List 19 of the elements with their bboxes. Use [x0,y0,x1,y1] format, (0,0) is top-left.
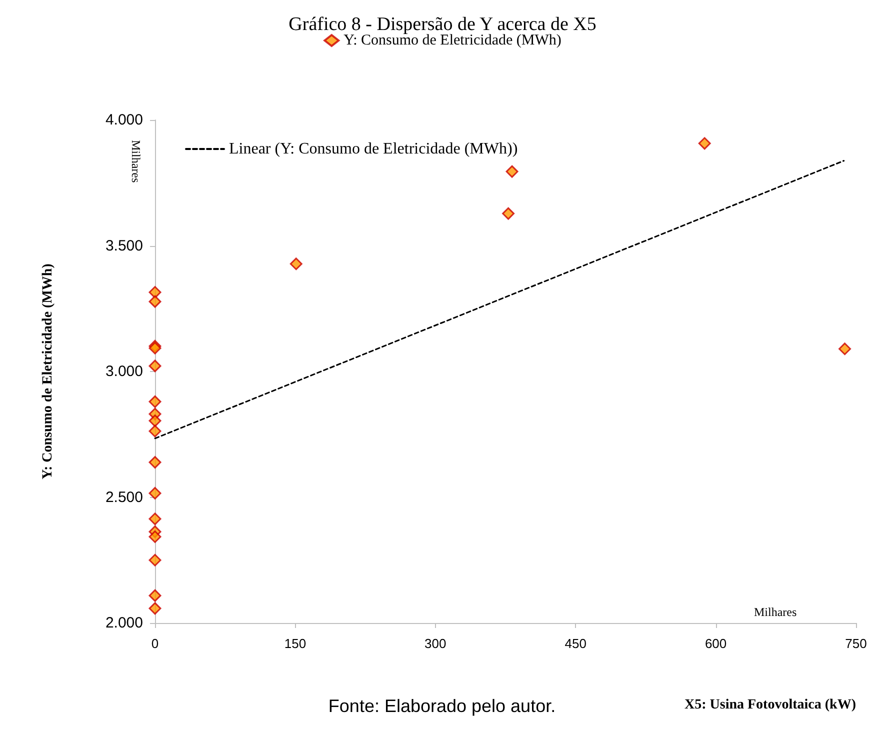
source-note: Fonte: Elaborado pelo autor. [328,696,556,716]
x-tick-label: 0 [151,636,159,651]
y-tick-label: 3.500 [105,237,143,254]
legend-label: Linear (Y: Consumo de Eletricidade (MWh)) [229,140,518,158]
legend-label: Y: Consumo de Eletricidade (MWh) [344,32,562,48]
y-tick-label: 2.000 [105,614,143,632]
x-tick-label: 600 [704,636,727,651]
x-tick-label: 300 [424,636,446,651]
x-tick-label: 450 [564,636,586,651]
x-tick-label: 150 [284,636,306,651]
text: Milhares [129,140,143,183]
x-tick-label: 750 [845,636,867,651]
y-tick-label: 4.000 [105,112,143,128]
y-tick-label: 3.000 [105,363,143,380]
y-axis-title: Y: Consumo de Eletricidade (MWh) [40,263,56,480]
annotation: Milhares [754,605,797,619]
chart-title: Gráfico 8 - Dispersão de Y acerca de X5 [288,14,596,35]
x-axis-title: X5: Usina Fotovoltaica (kW) [684,698,856,712]
y-tick-label: 2.500 [105,488,143,506]
